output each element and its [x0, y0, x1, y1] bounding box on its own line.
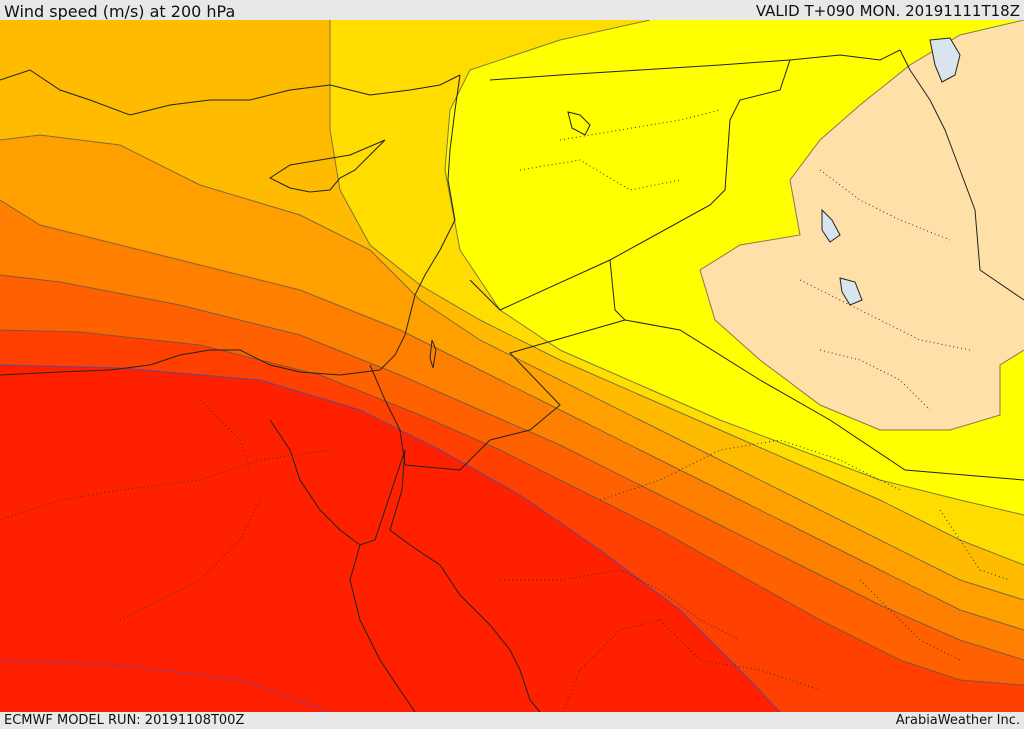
valid-time: VALID T+090 MON. 20191111T18Z — [755, 2, 1020, 20]
footer-bar: ECMWF MODEL RUN: 20191108T00Z ArabiaWeat… — [0, 712, 1024, 729]
coastlines — [0, 69, 541, 712]
header-bar: Wind speed (m/s) at 200 hPa VALID T+090 … — [0, 0, 1024, 21]
lake-assad — [567, 111, 591, 136]
wind-speed-map — [0, 20, 1024, 712]
chart-title: Wind speed (m/s) at 200 hPa — [4, 2, 236, 21]
strong-isotach-lines — [0, 364, 781, 712]
country-borders — [369, 49, 1024, 481]
band-lt20 — [700, 20, 1024, 430]
province-borders — [0, 109, 1011, 712]
credit-label: ArabiaWeather Inc. — [895, 713, 1020, 728]
model-run-label: ECMWF MODEL RUN: 20191108T00Z — [4, 713, 245, 728]
lake-tharthar — [821, 208, 841, 243]
lake-razazah — [839, 277, 863, 306]
lake-urmia — [929, 37, 961, 83]
